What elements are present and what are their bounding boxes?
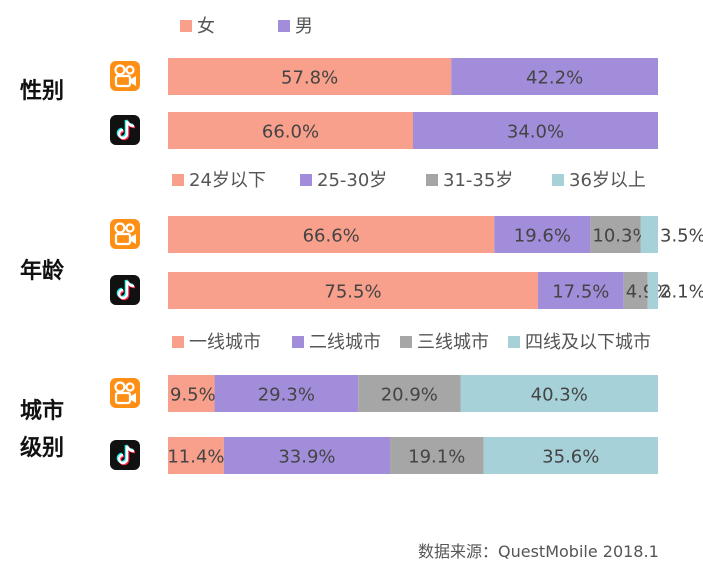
- legend-label: 31-35岁: [443, 170, 513, 191]
- legend-label: 三线城市: [417, 332, 489, 353]
- douyin-icon: [110, 275, 140, 305]
- bar-label: 20.9%: [381, 385, 438, 406]
- bar-label: 57.8%: [281, 68, 338, 89]
- section-title: 级别: [20, 435, 64, 461]
- legend-label: 24岁以下: [189, 170, 266, 191]
- bar-segment: [168, 437, 224, 474]
- section-title: 年龄: [20, 258, 65, 284]
- bar-segment: [168, 216, 495, 253]
- bar-label: 29.3%: [258, 385, 315, 406]
- section-0: 性别 女 男 57.8% 42.2% 66.0% 34.0%: [20, 16, 658, 149]
- bar-segment: [389, 437, 484, 474]
- bar-segment: [451, 58, 658, 95]
- bar-segment: [358, 375, 461, 412]
- legend-swatch: [292, 336, 304, 348]
- kuaishou-icon: [110, 61, 140, 91]
- bar-label: 75.5%: [324, 282, 381, 303]
- bar-segment: [168, 375, 215, 412]
- bar-label: 19.6%: [514, 226, 571, 247]
- legend-swatch: [172, 336, 184, 348]
- bar-label: 19.1%: [408, 447, 465, 468]
- bar-segment: [223, 437, 390, 474]
- bar-label: 3.5%: [660, 226, 703, 247]
- legend-label: 二线城市: [309, 332, 381, 353]
- bar-segment: [494, 216, 591, 253]
- bar-label: 9.5%: [170, 385, 216, 406]
- legend-label: 一线城市: [189, 332, 261, 353]
- legend-swatch: [278, 20, 290, 32]
- bar-label: 35.6%: [542, 447, 599, 468]
- bar-segment: [413, 112, 658, 149]
- bar-label: 11.4%: [167, 447, 224, 468]
- bar-label: 66.0%: [262, 122, 319, 143]
- legend-label: 36岁以上: [569, 170, 646, 191]
- kuaishou-icon: [110, 219, 140, 249]
- douyin-icon: [110, 440, 140, 470]
- legend-label: 男: [295, 16, 313, 37]
- legend-label: 四线及以下城市: [525, 332, 651, 353]
- legend-swatch: [172, 174, 184, 186]
- bar-segment: [647, 272, 658, 309]
- kuaishou-icon: [110, 378, 140, 408]
- legend-label: 女: [197, 16, 215, 37]
- bar-label: 33.9%: [278, 447, 335, 468]
- legend-label: 25-30岁: [317, 170, 387, 191]
- section-1: 年龄 24岁以下 25-30岁 31-35岁 36岁以上 66.6% 19.6% 10.3% 3…: [20, 170, 703, 309]
- legend-swatch: [180, 20, 192, 32]
- bar-segment: [168, 58, 452, 95]
- bar-segment: [483, 437, 658, 474]
- bar-label: 34.0%: [507, 122, 564, 143]
- legend-swatch: [300, 174, 312, 186]
- legend-swatch: [552, 174, 564, 186]
- bar-segment: [168, 112, 413, 149]
- bar-segment: [623, 272, 648, 309]
- bar-segment: [168, 272, 538, 309]
- douyin-icon: [110, 115, 140, 145]
- bar-segment: [640, 216, 658, 253]
- bar-segment: [537, 272, 624, 309]
- bar-segment: [214, 375, 359, 412]
- legend-swatch: [508, 336, 520, 348]
- data-source: 数据来源：QuestMobile 2018.1: [418, 542, 659, 561]
- legend-swatch: [400, 336, 412, 348]
- bar-label: 42.2%: [526, 68, 583, 89]
- bar-label: 66.6%: [303, 226, 360, 247]
- bar-label: 2.1%: [660, 282, 703, 303]
- bar-label: 40.3%: [531, 385, 588, 406]
- section-title: 性别: [20, 79, 64, 104]
- legend-swatch: [426, 174, 438, 186]
- section-title: 城市: [20, 398, 64, 424]
- bar-segment: [460, 375, 658, 412]
- bar-label: 10.3%: [592, 226, 649, 247]
- bar-label: 17.5%: [552, 282, 609, 303]
- bar-segment: [590, 216, 641, 253]
